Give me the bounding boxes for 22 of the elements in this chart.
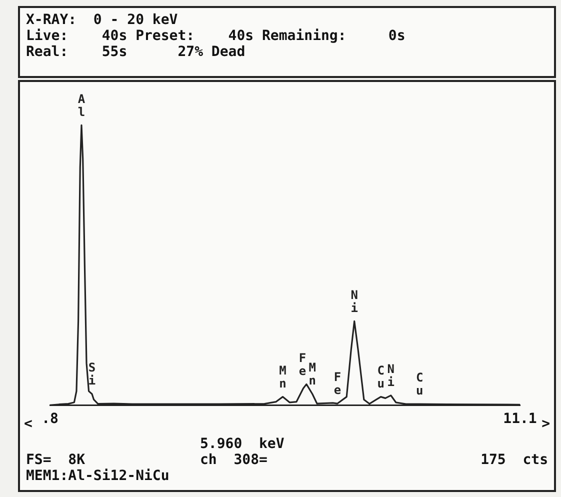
text: Real: 55s 27% Dead — [26, 44, 246, 60]
text: MEM1:Al-Si12-NiCu — [26, 468, 170, 484]
annotation: Al — [78, 92, 86, 119]
x-tick-label: .8 — [42, 411, 58, 428]
annotation: Ni — [350, 288, 358, 315]
annotation: Cu — [377, 363, 384, 390]
text: FS= 8K — [26, 452, 86, 468]
chart-title: X-RAY: 0 - 20 keV — [26, 12, 179, 28]
text: 175 cts — [480, 452, 548, 468]
annotation: Cu — [416, 370, 424, 398]
text: ch 308= — [200, 452, 268, 468]
text: 5.960 keV — [200, 436, 286, 452]
annotation: Si — [88, 360, 96, 388]
x-tick-label: 11.1 — [503, 411, 537, 428]
text: > — [542, 416, 550, 432]
annotation: Mn — [279, 363, 286, 390]
text: < — [24, 416, 32, 432]
annotation: Fe — [298, 350, 306, 378]
annotation: Fe — [334, 370, 342, 398]
annotation: Mn — [308, 360, 316, 388]
text: Live: 40s Preset: 40s Remaining: 0s — [26, 28, 406, 44]
annotation: Ni — [387, 362, 394, 390]
